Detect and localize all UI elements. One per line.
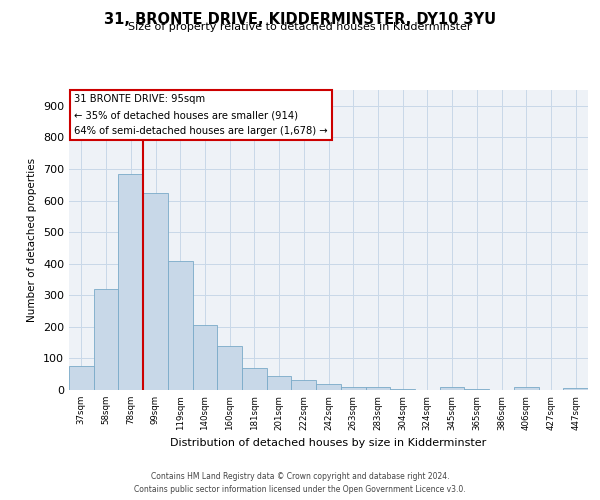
Y-axis label: Number of detached properties: Number of detached properties (28, 158, 37, 322)
Bar (217, 346, 242, 390)
Bar (242, 368, 267, 390)
Text: 31 BRONTE DRIVE: 95sqm
← 35% of detached houses are smaller (914)
64% of semi-de: 31 BRONTE DRIVE: 95sqm ← 35% of detached… (74, 94, 328, 136)
Bar (292, 380, 316, 390)
Bar (440, 388, 464, 390)
Text: Contains HM Land Registry data © Crown copyright and database right 2024.
Contai: Contains HM Land Registry data © Crown c… (134, 472, 466, 494)
Bar (193, 326, 217, 390)
Bar (514, 388, 539, 390)
Bar (365, 388, 390, 390)
Bar (316, 384, 341, 390)
Text: 31, BRONTE DRIVE, KIDDERMINSTER, DY10 3YU: 31, BRONTE DRIVE, KIDDERMINSTER, DY10 3Y… (104, 12, 496, 28)
Bar (69, 366, 94, 390)
Bar (563, 388, 588, 390)
Bar (118, 174, 143, 390)
Bar (267, 376, 292, 390)
Text: Size of property relative to detached houses in Kidderminster: Size of property relative to detached ho… (128, 22, 472, 32)
Bar (94, 289, 118, 390)
Bar (143, 192, 168, 390)
X-axis label: Distribution of detached houses by size in Kidderminster: Distribution of detached houses by size … (170, 438, 487, 448)
Bar (168, 260, 193, 390)
Bar (341, 387, 365, 390)
